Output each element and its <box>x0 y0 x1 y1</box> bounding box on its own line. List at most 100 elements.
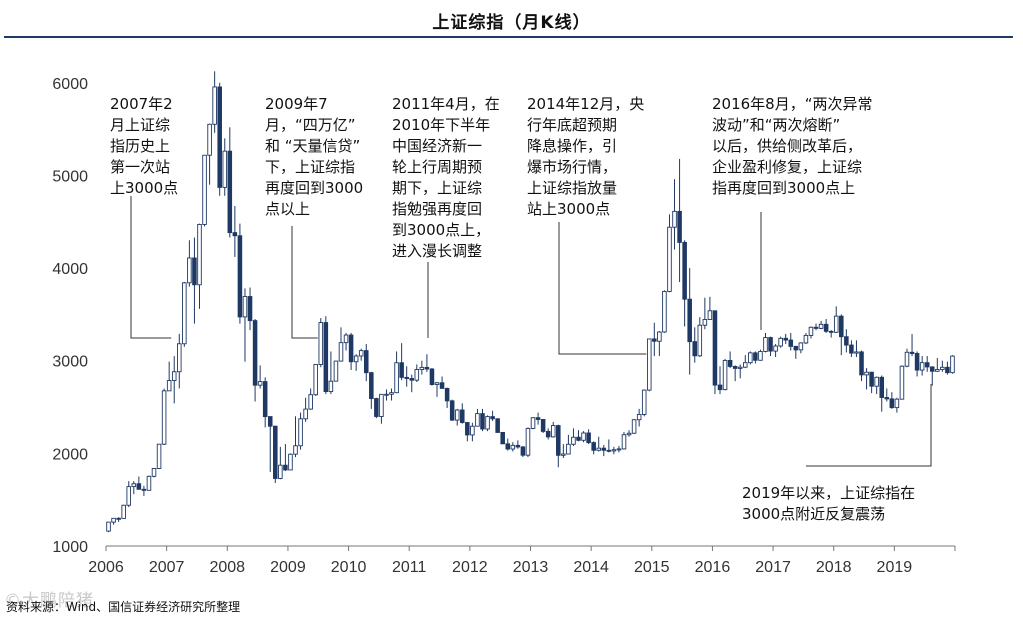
candle-body <box>121 504 126 519</box>
candle-body <box>156 443 162 469</box>
x-tick-label: 2007 <box>149 559 185 576</box>
candle-body <box>606 449 612 452</box>
candle-body <box>348 334 354 363</box>
annotation-2009: 2009年7 月，“四万亿” 和 “天量信贷” 下，上证综指 再度回到3000 … <box>265 95 364 218</box>
candle-body <box>116 517 121 520</box>
candle-body <box>525 427 531 456</box>
candle-body <box>439 382 445 389</box>
candle-body <box>889 398 895 409</box>
candle-body <box>535 417 541 420</box>
candle-body <box>591 442 596 451</box>
candle-body <box>369 372 374 399</box>
leader-2009 <box>291 226 318 339</box>
candle-body <box>692 341 698 357</box>
chart-title: 上证综指（月K线） <box>432 13 591 33</box>
candle-body <box>940 366 945 370</box>
candle-body <box>485 416 490 430</box>
candle-body <box>338 342 344 362</box>
candle-body <box>394 362 399 394</box>
y-tick-label: 3000 <box>52 354 88 371</box>
candle-body <box>596 447 601 451</box>
candle-body <box>187 257 192 284</box>
candle-body <box>222 150 228 188</box>
candle-body <box>323 322 329 393</box>
y-tick-label: 4000 <box>52 261 88 278</box>
chart-axes: 2006 2007 2008 2009 2010 2011 2012 2013 2014 2015… <box>52 76 956 576</box>
candle-body <box>601 447 607 451</box>
leader-2007 <box>130 196 172 339</box>
x-tick-label: 2011 <box>392 559 427 576</box>
candle-body <box>343 334 349 344</box>
x-tick-label: 2010 <box>331 559 367 576</box>
candle-body <box>171 371 177 381</box>
annotation-leaders <box>130 196 932 467</box>
watermark: ©大鹏陪猪 <box>4 591 94 611</box>
candle-body <box>308 394 313 410</box>
candle-body <box>202 154 207 225</box>
candle-body <box>783 337 788 341</box>
candle-body <box>444 387 450 402</box>
candle-body <box>545 430 551 438</box>
candle-body <box>894 398 900 409</box>
candle-body <box>429 368 435 385</box>
candle-body <box>641 389 647 415</box>
candle-body <box>465 422 470 436</box>
candle-body <box>874 376 879 387</box>
candle-body <box>687 298 692 343</box>
candle-body <box>828 330 834 333</box>
candle-body <box>879 376 884 398</box>
candle-body <box>798 342 804 351</box>
candle-body <box>722 359 728 391</box>
candle-body <box>242 296 248 318</box>
candle-body <box>657 331 662 342</box>
candle-body <box>935 369 940 372</box>
candle-body <box>283 464 288 471</box>
x-tick-label: 2015 <box>634 559 670 576</box>
candle-body <box>763 337 768 352</box>
candle-body <box>864 371 869 376</box>
candle-body <box>197 223 202 286</box>
candle-body <box>929 366 935 372</box>
candle-body <box>707 310 713 320</box>
candle-body <box>581 432 586 441</box>
candle-body <box>616 448 622 451</box>
candle-body <box>823 323 829 332</box>
source-note: 资料来源：Wind、国信证券经济研究所整理 <box>6 600 241 614</box>
candle-body <box>313 364 318 396</box>
candle-body <box>530 417 536 429</box>
candle-body <box>788 339 794 347</box>
candle-body <box>232 232 238 237</box>
candle-body <box>646 338 652 391</box>
candle-body <box>510 444 516 450</box>
candle-body <box>778 337 783 347</box>
candle-body <box>237 235 243 318</box>
candle-body <box>854 351 859 354</box>
candle-body <box>505 443 511 450</box>
candle-body <box>717 384 723 391</box>
candle-body <box>672 210 677 228</box>
candle-body <box>737 366 743 369</box>
candle-body <box>839 315 844 338</box>
candles <box>106 71 955 533</box>
candle-body <box>318 322 324 365</box>
candle-body <box>743 362 748 368</box>
candle-body <box>884 397 890 400</box>
x-tick-label: 2018 <box>816 559 852 576</box>
annotation-2014: 2014年12月，央 行年底超预期 降息操作，引 爆市场行情， 上证综指放量 站… <box>527 95 645 218</box>
candle-body <box>131 483 137 488</box>
y-tick-label: 1000 <box>52 539 88 556</box>
leader-2014 <box>558 222 647 355</box>
candle-body <box>207 123 212 156</box>
candle-body <box>434 382 440 385</box>
candle-body <box>818 323 824 329</box>
candle-body <box>697 324 703 357</box>
candle-body <box>252 320 258 386</box>
candle-body <box>652 338 657 342</box>
candle-body <box>470 425 475 436</box>
candle-body <box>899 365 905 400</box>
y-tick-label: 6000 <box>52 76 88 93</box>
candle-body <box>399 362 404 378</box>
candle-body <box>414 369 420 381</box>
candle-body <box>267 416 273 427</box>
